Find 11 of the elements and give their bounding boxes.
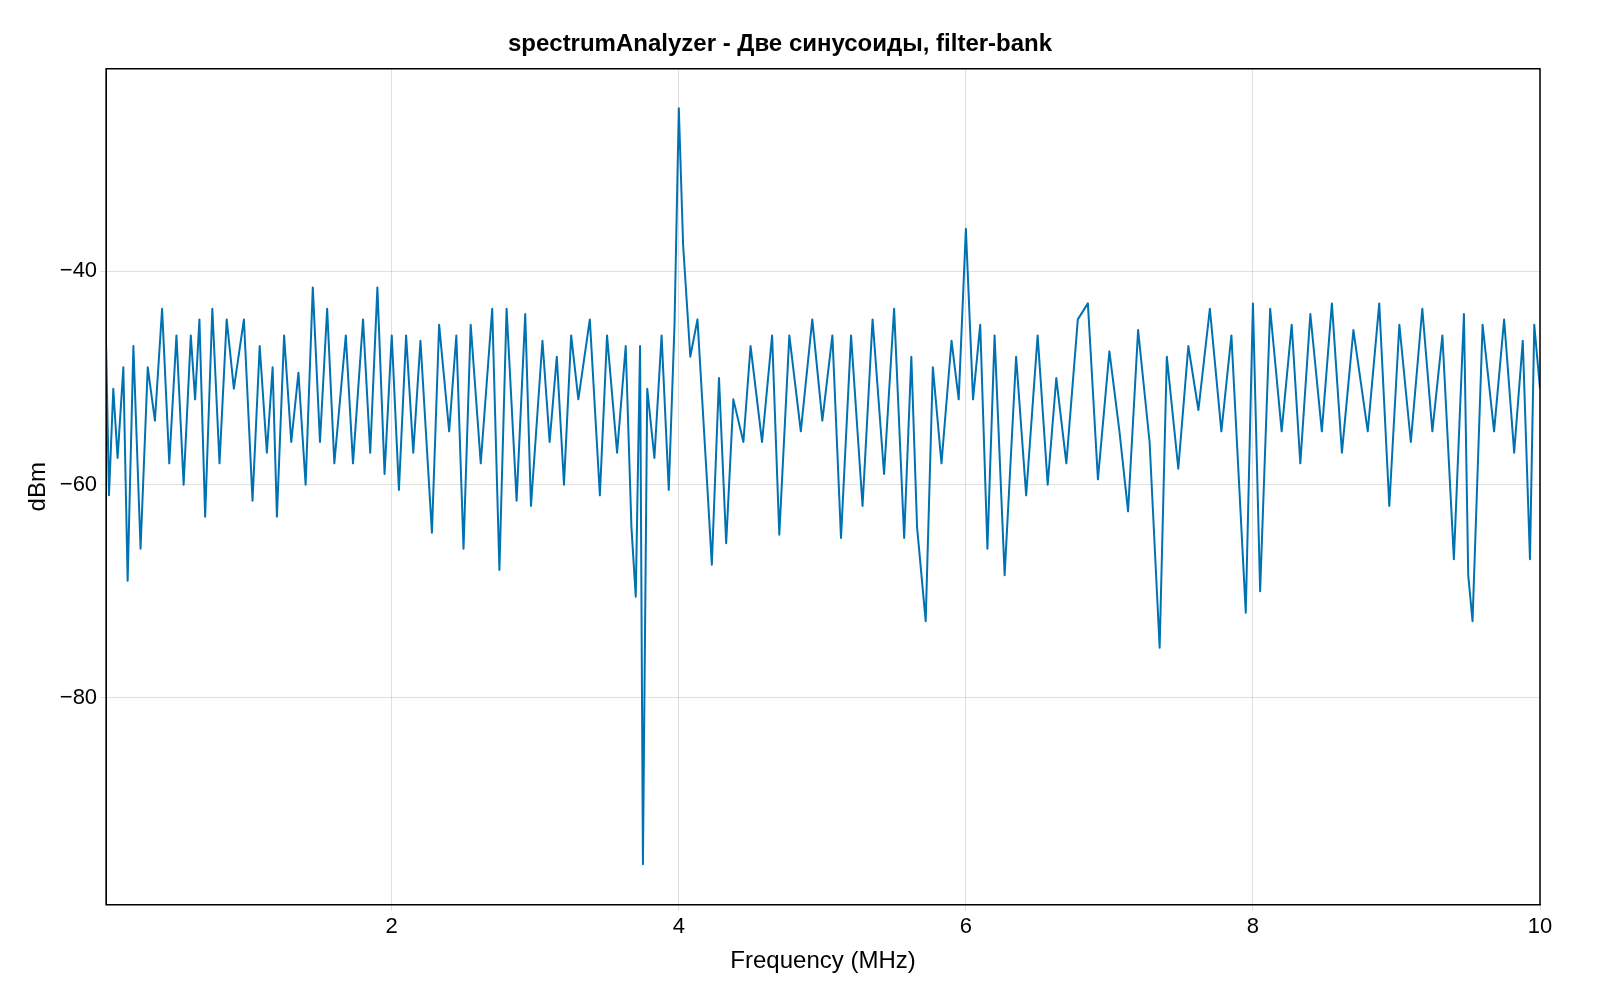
y-axis-title: dBm [23, 462, 51, 512]
y-tick-label: −60 [59, 470, 98, 496]
x-tick-label: 8 [1246, 913, 1260, 939]
y-tick-label: −40 [59, 257, 98, 283]
x-tick-label: 4 [672, 913, 685, 939]
x-tick-label: 6 [959, 913, 972, 939]
x-axis-title: Frequency (MHz) [730, 946, 916, 974]
chart-title: spectrumAnalyzer - Две синусоиды, filter-bank [507, 29, 1053, 57]
x-tick-label: 10 [1527, 913, 1553, 939]
y-tick-label: −80 [59, 684, 98, 709]
x-tick-label: 2 [385, 913, 398, 939]
